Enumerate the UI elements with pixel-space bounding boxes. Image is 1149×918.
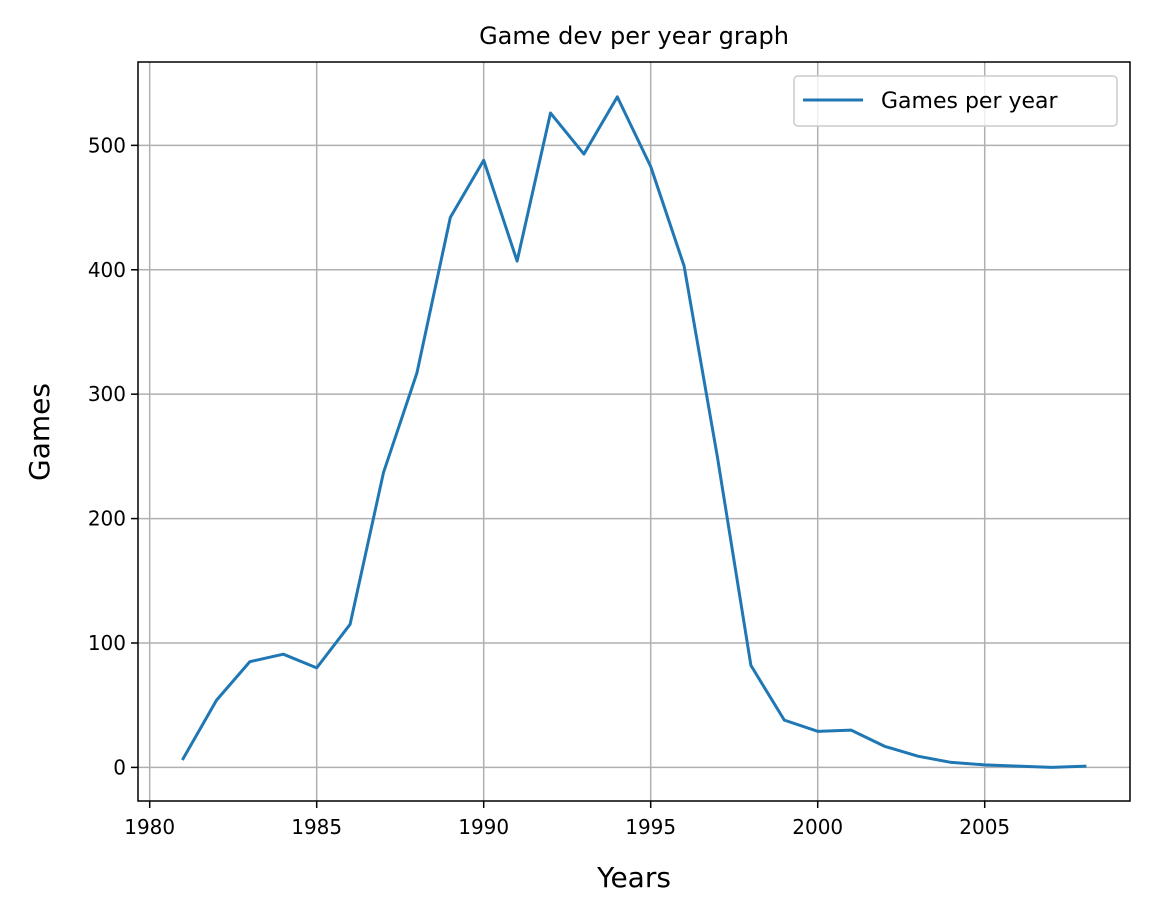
x-tick-label: 1985 xyxy=(291,815,342,839)
x-tick-label: 2005 xyxy=(959,815,1010,839)
y-tick-label: 500 xyxy=(88,133,126,157)
y-tick-label: 400 xyxy=(88,258,126,282)
y-tick-label: 300 xyxy=(88,382,126,406)
tick-layer: 1980 1985 1990 1995 2000 2005 0 100 200 300 400 500 xyxy=(88,133,1010,839)
x-tick-label: 1990 xyxy=(458,815,509,839)
x-axis-label: Years xyxy=(596,861,671,894)
y-tick-label: 100 xyxy=(88,631,126,655)
grid-lines xyxy=(138,62,1130,801)
x-tick-label: 2000 xyxy=(792,815,843,839)
y-tick-label: 200 xyxy=(88,507,126,531)
legend: Games per year xyxy=(793,75,1118,127)
y-axis-label: Games xyxy=(23,383,56,481)
x-tick-label: 1980 xyxy=(124,815,175,839)
legend-box xyxy=(793,75,1118,127)
axes-frame xyxy=(137,61,1131,802)
series-line xyxy=(181,95,1087,769)
x-tick-label: 1995 xyxy=(625,815,676,839)
series-layer xyxy=(181,95,1087,769)
legend-label: Games per year xyxy=(881,89,1059,114)
y-tick-label: 0 xyxy=(113,755,126,779)
chart-title: Game dev per year graph xyxy=(479,22,789,50)
